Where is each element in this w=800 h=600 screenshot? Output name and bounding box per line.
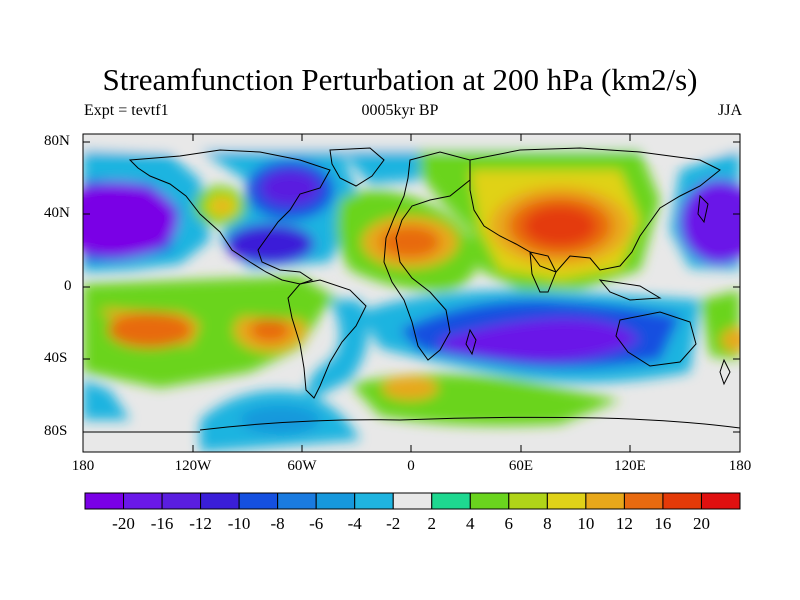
colorbar-label: 6 [504,514,514,533]
plot-title: Streamfunction Perturbation at 200 hPa (… [102,62,698,97]
colorbar-label: 2 [427,514,437,533]
colorbar-box [315,492,356,510]
time-label: 0005kyr BP [361,102,439,119]
colorbar-box [161,492,202,510]
colorbar-box [508,492,548,510]
colorbar-box [238,492,279,510]
colorbar-label: -6 [309,514,324,533]
colorbar [84,492,741,510]
colorbar-label: -4 [347,514,362,533]
lon-tick-label: 120W [174,458,212,474]
colorbar-box [585,492,625,510]
colorbar-label: -16 [150,514,174,533]
lon-tick-marks [192,134,631,452]
lon-tick-label: 60E [508,458,534,474]
colorbar-label: 16 [654,514,672,533]
lat-tick-label: 80N [44,133,70,149]
colorbar-box [277,492,317,510]
colorbar-label: 12 [615,514,633,533]
lat-tick-label: 0 [64,278,72,294]
colorbar-box [623,492,664,510]
colorbar-box [700,492,741,510]
colorbar-label: -8 [270,514,285,533]
colorbar-label: -12 [189,514,212,533]
colorbar-label: -20 [112,514,135,533]
experiment-label: Expt = tevtf1 [84,102,169,119]
coastlines [83,147,740,433]
colorbar-label: 20 [693,514,710,533]
colorbar-box [200,492,240,510]
colorbar-box [84,492,125,510]
lat-tick-marks [83,141,740,433]
colorbar-label: -2 [386,514,401,533]
colorbar-box [392,492,433,510]
lon-tick-label: 180 [728,458,752,474]
lat-tick-label: 80S [44,423,68,439]
lon-tick-label: 0 [407,458,415,474]
colorbar-box [123,492,163,510]
colorbar-label: 8 [543,514,552,533]
colorbar-box [469,492,510,510]
lon-tick-label: 60W [287,458,317,474]
lat-tick-label: 40S [44,350,68,366]
lon-tick-label: 180 [71,458,95,474]
season-label: JJA [717,102,742,119]
colorbar-box [546,492,587,510]
contour-field [83,134,740,452]
colorbar-label: 10 [577,514,595,533]
colorbar-label: 4 [466,514,475,533]
lon-tick-label: 120E [614,458,646,474]
colorbar-box [662,492,702,510]
colorbar-box [354,492,394,510]
colorbar-box [431,492,471,510]
lat-tick-label: 40N [44,205,70,221]
colorbar-label: -10 [227,514,251,533]
